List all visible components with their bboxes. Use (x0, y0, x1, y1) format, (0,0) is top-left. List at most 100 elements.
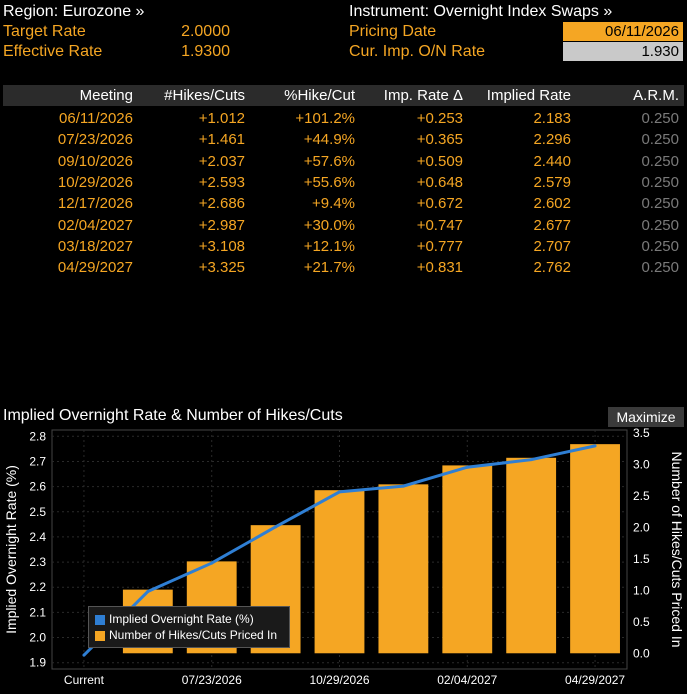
col-imp-rate-delta[interactable]: Imp. Rate Δ (383, 87, 463, 104)
bar (378, 484, 429, 654)
pricing-date-input[interactable]: 06/11/2026 (563, 22, 683, 41)
table-row[interactable]: 07/23/2026 +1.461 +44.9% +0.365 2.296 0.250 (3, 130, 684, 151)
table-cell: 0.250 (641, 131, 679, 149)
x-tick-label: 02/04/2027 (437, 673, 497, 687)
table-cell: 0.250 (641, 216, 679, 234)
table-cell: +101.2% (295, 110, 355, 127)
table-row[interactable]: 02/04/2027 +2.987 +30.0% +0.747 2.677 0.250 (3, 216, 684, 237)
table-cell: 06/11/2026 (59, 110, 133, 127)
y-tick-label: 2.4 (29, 530, 46, 544)
line-point (82, 653, 86, 657)
x-tick-label: 07/23/2026 (182, 673, 242, 687)
target-rate-value: 2.0000 (181, 23, 230, 40)
effective-rate-label: Effective Rate (3, 43, 103, 60)
table-header: Meeting #Hikes/Cuts %Hike/Cut Imp. Rate … (3, 85, 684, 106)
table-cell: +0.509 (416, 152, 463, 170)
y-tick-label: 2.1 (29, 605, 46, 619)
table-cell: 2.296 (533, 131, 571, 149)
cur-imp-rate-field: 1.930 (563, 42, 683, 61)
table-cell: +30.0% (303, 216, 355, 234)
table-cell: +21.7% (303, 259, 355, 277)
bar (570, 444, 620, 654)
bar (506, 457, 557, 654)
line-point (146, 590, 150, 594)
table-cell: +57.6% (303, 152, 355, 170)
table-cell: +1.461 (198, 131, 245, 149)
col-arm[interactable]: A.R.M. (633, 87, 679, 104)
legend-label-rate: Implied Overnight Rate (%) (109, 612, 254, 626)
table-cell: 2.677 (533, 216, 571, 234)
line-point (274, 525, 278, 529)
y2-tick-label: 2.0 (633, 520, 650, 534)
y-tick-label: 2.6 (29, 480, 46, 494)
maximize-button[interactable]: Maximize (608, 407, 684, 427)
x-tick-label: 10/29/2026 (309, 673, 369, 687)
table-cell: 10/29/2026 (57, 173, 133, 191)
legend-item-rate: Implied Overnight Rate (%) (95, 612, 254, 628)
col-hikes-cuts[interactable]: #Hikes/Cuts (164, 87, 245, 104)
table-row[interactable]: 03/18/2027 +3.108 +12.1% +0.777 2.707 0.250 (3, 237, 684, 258)
table-cell: 03/18/2027 (57, 237, 133, 255)
table-cell: 0.250 (641, 237, 679, 255)
line-point (529, 458, 533, 462)
region-selector[interactable]: Region: Eurozone » (3, 3, 145, 20)
table-cell: +0.747 (416, 216, 463, 234)
table-row[interactable]: 06/11/2026 +1.012 +101.2% +0.253 2.183 0.250 (3, 109, 684, 130)
target-rate-label: Target Rate (3, 23, 86, 40)
line-point (401, 484, 405, 488)
x-tick-label: Current (64, 673, 105, 687)
y-tick-label: 2.7 (29, 454, 46, 468)
table-cell: +44.9% (303, 131, 355, 149)
legend-swatch-blue (95, 614, 105, 625)
y-tick-label: 2.0 (29, 631, 46, 645)
instrument-selector[interactable]: Instrument: Overnight Index Swaps » (349, 3, 613, 20)
table-cell: 2.579 (533, 173, 571, 191)
table-cell: +12.1% (303, 237, 355, 255)
table-cell: 0.250 (641, 259, 679, 277)
col-pct-hike-cut[interactable]: %Hike/Cut (284, 87, 355, 104)
table-cell: +2.037 (198, 152, 245, 170)
table-row[interactable]: 10/29/2026 +2.593 +55.6% +0.648 2.579 0.250 (3, 173, 684, 194)
table-cell: 12/17/2026 (57, 195, 133, 213)
table-cell: +0.777 (416, 237, 463, 255)
cur-imp-rate-label: Cur. Imp. O/N Rate (349, 43, 486, 60)
table-cell: 09/10/2026 (57, 152, 133, 170)
y-axis-title: Implied Overnight Rate (%) (3, 465, 19, 634)
table-row[interactable]: 09/10/2026 +2.037 +57.6% +0.509 2.440 0.250 (3, 152, 684, 173)
y-tick-label: 2.5 (29, 505, 46, 519)
line-point (465, 465, 469, 469)
table-cell: 04/29/2027 (57, 259, 133, 277)
y2-tick-label: 3.0 (633, 458, 650, 472)
rate-hikes-chart: 1.9 2.0 2.1 2.2 2.3 2.4 2.5 2.6 2.7 2.8 0.0 0.5 1.0 1… (3, 428, 685, 687)
bar (314, 490, 365, 654)
y-tick-label: 2.2 (29, 580, 46, 594)
table-cell: +3.325 (198, 259, 245, 277)
table-cell: +2.593 (198, 173, 245, 191)
table-cell: +3.108 (198, 237, 245, 255)
table-cell: 07/23/2026 (57, 131, 133, 149)
y2-tick-label: 2.5 (633, 489, 650, 503)
bar (442, 465, 493, 654)
table-cell: 2.183 (533, 110, 571, 127)
table-cell: 0.250 (641, 173, 679, 191)
table-cell: +0.253 (416, 110, 463, 127)
table-cell: 2.707 (533, 237, 571, 255)
chart-title: Implied Overnight Rate & Number of Hikes… (3, 407, 343, 424)
y2-tick-label: 3.5 (633, 428, 650, 440)
y-tick-label: 2.3 (29, 555, 46, 569)
y-tick-label: 1.9 (29, 656, 46, 670)
line-point (593, 444, 597, 448)
table-row[interactable]: 12/17/2026 +2.686 +9.4% +0.672 2.602 0.250 (3, 194, 684, 215)
col-meeting[interactable]: Meeting (79, 87, 133, 104)
line-point (338, 490, 341, 494)
table-cell: 0.250 (641, 110, 679, 127)
col-implied-rate[interactable]: Implied Rate (486, 87, 571, 104)
table-row[interactable]: 04/29/2027 +3.325 +21.7% +0.831 2.762 0.250 (3, 258, 684, 279)
table-cell: +2.987 (198, 216, 245, 234)
meetings-table: Meeting #Hikes/Cuts %Hike/Cut Imp. Rate … (3, 85, 684, 406)
y2-tick-label: 1.0 (633, 583, 650, 597)
effective-rate-value: 1.9300 (181, 43, 230, 60)
table-cell: 2.440 (533, 152, 571, 170)
table-cell: +0.365 (416, 131, 463, 149)
table-cell: +2.686 (198, 195, 245, 213)
